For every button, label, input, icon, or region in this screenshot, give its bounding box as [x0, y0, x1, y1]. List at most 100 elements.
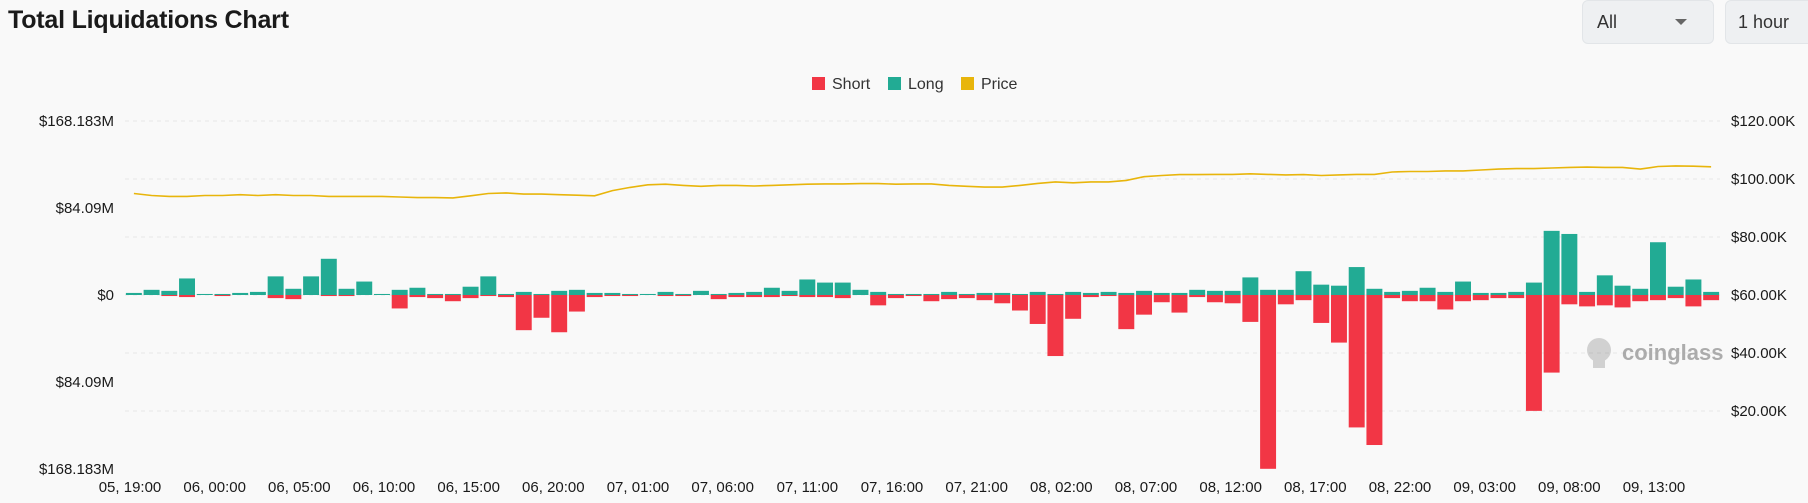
long-bar [1384, 291, 1401, 295]
short-bar [1171, 295, 1188, 313]
long-bar [551, 290, 568, 295]
long-bar [710, 293, 727, 295]
legend-label: Price [981, 76, 1018, 93]
chart-grid [125, 120, 1720, 412]
short-bar [675, 295, 692, 297]
short-bar [1472, 295, 1489, 301]
long-bar [1401, 290, 1418, 295]
x-tick-label: 09, 08:00 [1538, 479, 1601, 496]
x-tick-label: 08, 07:00 [1115, 479, 1178, 496]
range-select-value: All [1597, 11, 1618, 32]
x-tick-label: 06, 00:00 [183, 479, 246, 496]
short-bar [1596, 295, 1613, 306]
short-bar [320, 295, 337, 297]
short-bar [1579, 295, 1596, 307]
short-bar [285, 295, 302, 300]
long-bar [462, 286, 479, 295]
short-bar [710, 295, 727, 300]
short-bar [1649, 295, 1666, 301]
short-bar [728, 295, 745, 298]
x-tick-label: 07, 01:00 [607, 479, 670, 496]
long-bar [356, 281, 373, 295]
long-bar [941, 291, 958, 295]
short-bar [1508, 295, 1525, 299]
short-bar [1703, 295, 1720, 301]
long-bar [994, 292, 1011, 295]
y-left-tick-label: $84.09M [56, 200, 114, 217]
x-tick-label: 08, 02:00 [1030, 479, 1093, 496]
long-bar [958, 293, 975, 295]
short-bar [1455, 295, 1472, 302]
coinglass-watermark: coinglass [1587, 338, 1723, 368]
long-bar [161, 290, 178, 295]
short-bar [1632, 295, 1649, 302]
short-bar [498, 295, 515, 298]
x-tick-label: 08, 12:00 [1199, 479, 1262, 496]
short-bar [1065, 295, 1082, 319]
legend-swatch [888, 77, 901, 90]
short-bar [994, 295, 1011, 304]
y-right-tick-label: $100.00K [1731, 171, 1795, 188]
short-bar [1136, 295, 1153, 315]
long-bar [568, 289, 585, 295]
short-bar [1384, 295, 1401, 299]
interval-select[interactable]: 1 hour ⌃⌄ [1725, 0, 1808, 44]
watermark-text: coinglass [1622, 340, 1723, 365]
short-bar [1029, 295, 1046, 324]
long-bar [444, 293, 461, 295]
long-bar [1082, 292, 1099, 295]
short-bar [179, 295, 196, 298]
short-bar [1525, 295, 1542, 411]
short-bar [1490, 295, 1507, 299]
long-bar [249, 291, 266, 295]
short-bar [1224, 295, 1241, 304]
long-bar [586, 292, 603, 295]
long-bar [834, 282, 851, 295]
short-bar [1330, 295, 1347, 343]
short-bar [480, 295, 497, 297]
long-bar [905, 293, 922, 295]
long-bar [622, 293, 639, 295]
short-bar [905, 295, 922, 297]
long-bar [196, 293, 213, 295]
y-left-tick-label: $0 [97, 287, 114, 304]
x-tick-label: 07, 21:00 [945, 479, 1008, 496]
short-bar [427, 295, 444, 299]
short-bar [976, 295, 993, 301]
short-bar [1242, 295, 1259, 322]
short-bar [799, 295, 816, 298]
short-bar [1313, 295, 1330, 323]
long-bar [639, 293, 656, 295]
short-bar [462, 295, 479, 299]
long-bar [1065, 291, 1082, 295]
coinglass-logo-icon [1587, 338, 1611, 368]
chevron-down-icon [1675, 19, 1687, 25]
long-bar [799, 279, 816, 295]
long-bar [1649, 242, 1666, 295]
short-bar [409, 295, 426, 298]
long-bar [1490, 292, 1507, 295]
long-bar [1330, 285, 1347, 295]
long-bar [373, 293, 390, 295]
long-bar [1579, 291, 1596, 295]
long-bar [1543, 230, 1560, 295]
short-bar [1153, 295, 1170, 303]
long-bar [1100, 291, 1117, 295]
chart-bars [125, 230, 1720, 469]
x-tick-label: 07, 16:00 [861, 479, 924, 496]
x-tick-label: 09, 13:00 [1623, 479, 1686, 496]
long-bar [1011, 293, 1028, 295]
short-bar [763, 295, 780, 298]
short-bar [1419, 295, 1436, 302]
long-bar [1596, 275, 1613, 295]
long-bar [515, 291, 532, 295]
short-bar [958, 295, 975, 299]
long-bar [1472, 292, 1489, 295]
short-bar [604, 295, 621, 297]
range-select[interactable]: All [1582, 0, 1714, 44]
short-bar [1260, 295, 1277, 469]
long-bar [391, 289, 408, 295]
x-tick-label: 06, 15:00 [437, 479, 500, 496]
long-bar [1561, 233, 1578, 295]
short-bar [834, 295, 851, 299]
